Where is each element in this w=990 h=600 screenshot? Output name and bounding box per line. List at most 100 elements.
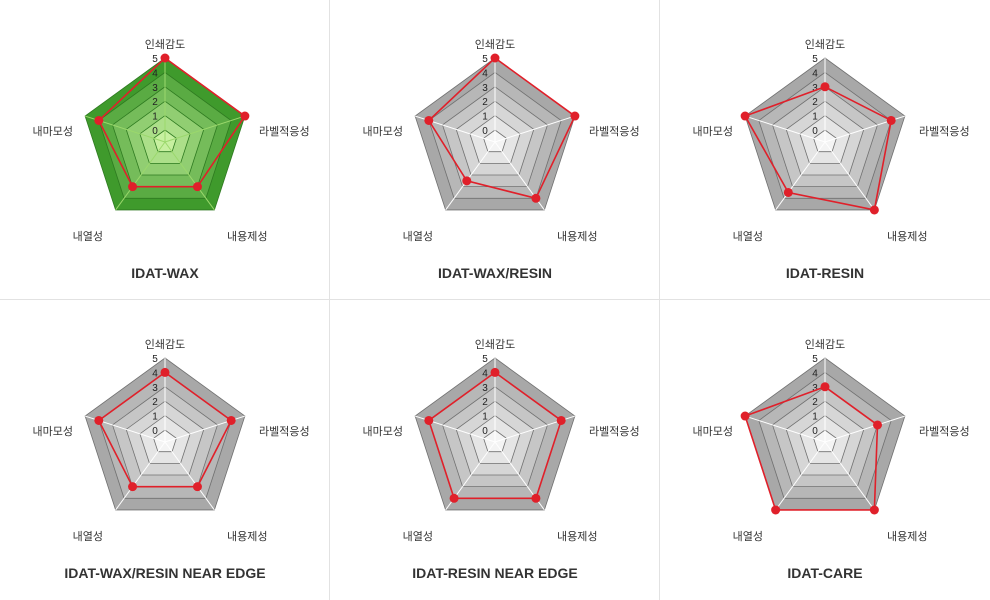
tick-label: 1	[152, 412, 158, 423]
data-point	[570, 111, 580, 121]
series-line	[97, 371, 233, 488]
axis-label: 라벨적응성	[259, 125, 310, 138]
tick-label: 0	[152, 126, 158, 137]
tick-label: 1	[812, 112, 818, 123]
tick-label: 1	[482, 112, 488, 123]
data-point	[424, 415, 434, 425]
axis-label: 내마모성	[693, 425, 733, 438]
grid-spoke	[115, 141, 166, 211]
tick-label: 5	[152, 54, 158, 65]
axis-label: 내열성	[403, 230, 433, 243]
axis-label: 인쇄감도	[475, 38, 515, 51]
grid-spoke	[164, 441, 215, 511]
axis-label: 내용제성	[887, 230, 927, 243]
tick-label: 3	[152, 383, 158, 394]
tick-label: 5	[812, 354, 818, 365]
chart-title: IDAT-WAX/RESIN NEAR EDGE	[64, 565, 266, 581]
chart-title: IDAT-RESIN	[785, 265, 865, 281]
axis-label: 내마모성	[363, 125, 403, 138]
tick-label: 5	[482, 354, 488, 365]
axis-label: 라벨적응성	[589, 425, 640, 438]
series-line	[427, 56, 576, 200]
axis-label: 내용제성	[557, 530, 597, 543]
series-line	[97, 56, 246, 188]
tick-label: 4	[812, 68, 818, 79]
tick-label: 0	[812, 126, 818, 137]
tick-label: 0	[482, 126, 488, 137]
data-point	[160, 367, 170, 377]
axis-label: 내열성	[733, 530, 763, 543]
axis-label: 내열성	[403, 530, 433, 543]
tick-label: 5	[152, 354, 158, 365]
grid-spoke	[775, 141, 826, 211]
axis-label: 인쇄감도	[805, 38, 845, 51]
tick-label: 2	[812, 397, 818, 408]
axis-label: 인쇄감도	[805, 338, 845, 351]
data-point	[240, 111, 250, 121]
radar-chart-panel: 0 1 2 3 4 5 인쇄감도 라벨적응성 내용제성 내열성 내마모성 IDAT-RESIN NE…	[330, 300, 660, 600]
axis-label: 라벨적응성	[919, 425, 970, 438]
data-point	[490, 53, 500, 63]
grid-spoke	[744, 115, 826, 143]
tick-label: 3	[812, 83, 818, 94]
tick-label: 3	[152, 83, 158, 94]
tick-label: 1	[812, 412, 818, 423]
data-point	[556, 415, 566, 425]
series-line	[743, 85, 893, 211]
data-point	[771, 505, 781, 515]
data-point	[128, 182, 138, 192]
tick-label: 5	[812, 54, 818, 65]
axis-label: 내용제성	[227, 230, 267, 243]
data-point	[740, 411, 750, 421]
data-point	[869, 505, 879, 515]
data-point	[490, 367, 500, 377]
data-point	[783, 187, 793, 197]
data-point	[820, 382, 830, 392]
axis-label: 내용제성	[887, 530, 927, 543]
tick-label: 2	[482, 97, 488, 108]
tick-label: 4	[812, 368, 818, 379]
tick-label: 4	[152, 68, 158, 79]
radar-chart-panel: 0 1 2 3 4 5 인쇄감도 라벨적응성 내용제성 내열성 내마모성 IDAT-RESIN	[660, 0, 990, 300]
tick-label: 4	[482, 368, 488, 379]
axis-label: 인쇄감도	[145, 338, 185, 351]
grid-spoke	[494, 115, 576, 143]
tick-label: 0	[152, 426, 158, 437]
series-line	[744, 385, 879, 511]
tick-label: 2	[482, 397, 488, 408]
data-point	[192, 182, 202, 192]
axis-label: 내열성	[73, 230, 103, 243]
data-point	[226, 415, 236, 425]
data-point	[449, 493, 459, 503]
grid-spoke	[824, 141, 875, 211]
data-point	[869, 205, 879, 215]
grid-spoke	[824, 415, 906, 443]
data-point	[94, 415, 104, 425]
data-point	[872, 420, 882, 430]
axis-label: 인쇄감도	[475, 338, 515, 351]
radar-chart-panel: 0 1 2 3 4 5 인쇄감도 라벨적응성 내용제성 내열성 내마모성 IDAT-CARE	[660, 300, 990, 600]
tick-label: 3	[812, 383, 818, 394]
grid-spoke	[115, 441, 166, 511]
tick-label: 0	[482, 426, 488, 437]
axis-label: 라벨적응성	[589, 125, 640, 138]
data-point	[424, 115, 434, 125]
axis-label: 내용제성	[557, 230, 597, 243]
tick-label: 1	[482, 412, 488, 423]
radar-chart-panel: 0 1 2 3 4 5 인쇄감도 라벨적응성 내용제성 내열성 내마모성 IDAT-WAX/RESI…	[0, 300, 330, 600]
tick-label: 3	[482, 83, 488, 94]
axis-label: 라벨적응성	[919, 125, 970, 138]
tick-label: 1	[152, 112, 158, 123]
grid-spoke	[824, 441, 875, 511]
tick-label: 2	[812, 97, 818, 108]
data-point	[740, 111, 750, 121]
data-point	[462, 176, 472, 186]
data-point	[531, 493, 541, 503]
tick-label: 4	[152, 368, 158, 379]
axis-label: 내열성	[73, 530, 103, 543]
tick-label: 0	[812, 426, 818, 437]
